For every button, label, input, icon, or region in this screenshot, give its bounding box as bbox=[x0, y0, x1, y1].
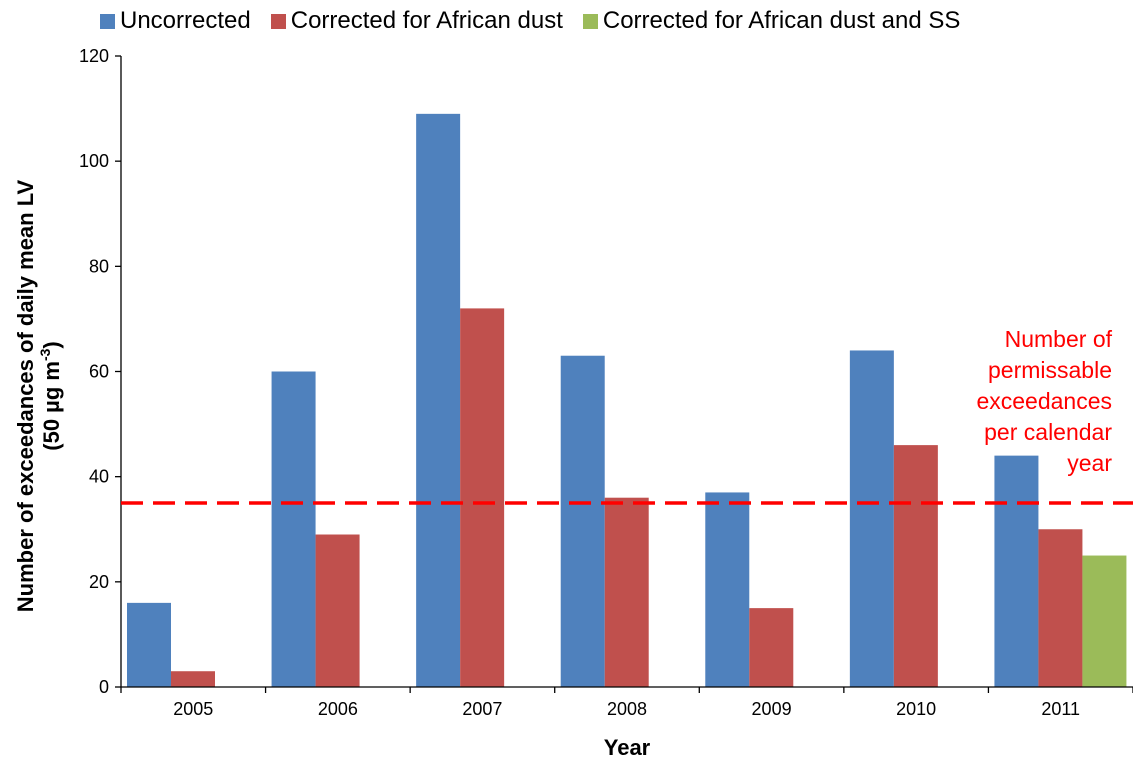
bar-0-2009 bbox=[705, 492, 750, 687]
bars-group bbox=[127, 113, 1127, 687]
bar-1-2010 bbox=[893, 445, 938, 687]
legend-item-african-dust: Corrected for African dust bbox=[270, 7, 563, 35]
bar-0-2007 bbox=[416, 113, 461, 687]
bar-1-2007 bbox=[460, 308, 505, 687]
legend-swatch-african-dust-ss bbox=[582, 13, 598, 29]
bar-1-2006 bbox=[315, 534, 360, 687]
legend-swatch-african-dust bbox=[270, 13, 286, 29]
y-axis-title: Number of exceedances of daily mean LV bbox=[13, 179, 38, 612]
y-tick-label: 80 bbox=[89, 256, 109, 276]
annotation-line: Number of bbox=[1005, 326, 1113, 352]
x-axis-title: Year bbox=[604, 735, 651, 760]
y-tick-label: 120 bbox=[79, 46, 109, 66]
y-tick-label: 20 bbox=[89, 572, 109, 592]
bar-0-2010 bbox=[849, 350, 894, 687]
bar-1-2011 bbox=[1038, 529, 1083, 687]
permissible-exceedances-annotation: Number of permissable exceedances per calen… bbox=[976, 326, 1112, 476]
y-ticks-group: 0 20 40 60 80 100 120 bbox=[79, 46, 121, 697]
y-tick-label: 0 bbox=[99, 677, 109, 697]
x-tick-label: 2006 bbox=[318, 699, 358, 719]
annotation-line: permissable bbox=[988, 357, 1112, 383]
x-tick-label: 2009 bbox=[752, 699, 792, 719]
legend-label-african-dust: Corrected for African dust bbox=[290, 7, 563, 34]
x-tick-label: 2005 bbox=[173, 699, 213, 719]
y-axis-title-line1: Number of exceedances of daily mean LV bbox=[13, 179, 38, 612]
legend-label-uncorrected: Uncorrected bbox=[120, 7, 251, 34]
x-tick-label: 2008 bbox=[607, 699, 647, 719]
y-axis-units-prefix: (50 µg m bbox=[39, 361, 64, 451]
legend-label-african-dust-ss: Corrected for African dust and SS bbox=[602, 7, 961, 34]
y-axis-title-units: (50 µg m-3) bbox=[37, 341, 64, 450]
x-tick-label: 2010 bbox=[896, 699, 936, 719]
x-ticks-group: 2005 2006 2007 2008 2009 2010 2011 bbox=[120, 687, 1133, 719]
legend-item-african-dust-ss: Corrected for African dust and SS bbox=[582, 7, 961, 35]
annotation-line: year bbox=[1067, 450, 1112, 476]
bar-0-2008 bbox=[560, 355, 605, 687]
bar-0-2005 bbox=[127, 602, 171, 687]
bar-2-2011 bbox=[1082, 555, 1127, 687]
chart-legend: Uncorrected Corrected for African dust C… bbox=[100, 4, 960, 38]
legend-swatch-uncorrected bbox=[100, 13, 115, 29]
bar-1-2005 bbox=[171, 671, 215, 687]
annotation-line: exceedances bbox=[976, 388, 1112, 414]
bar-0-2011 bbox=[994, 455, 1039, 687]
x-tick-label: 2007 bbox=[462, 699, 502, 719]
legend-item-uncorrected: Uncorrected bbox=[100, 7, 251, 35]
y-axis-units-suffix: ) bbox=[39, 341, 64, 348]
y-tick-label: 60 bbox=[89, 362, 109, 382]
annotation-line: per calendar bbox=[984, 419, 1112, 445]
x-tick-label: 2011 bbox=[1041, 699, 1080, 719]
bar-0-2006 bbox=[271, 371, 316, 687]
bar-1-2008 bbox=[604, 497, 649, 687]
y-tick-label: 40 bbox=[89, 467, 109, 487]
y-axis-units-superscript: -3 bbox=[37, 348, 53, 361]
y-tick-label: 100 bbox=[79, 151, 109, 171]
bar-1-2009 bbox=[749, 608, 794, 687]
